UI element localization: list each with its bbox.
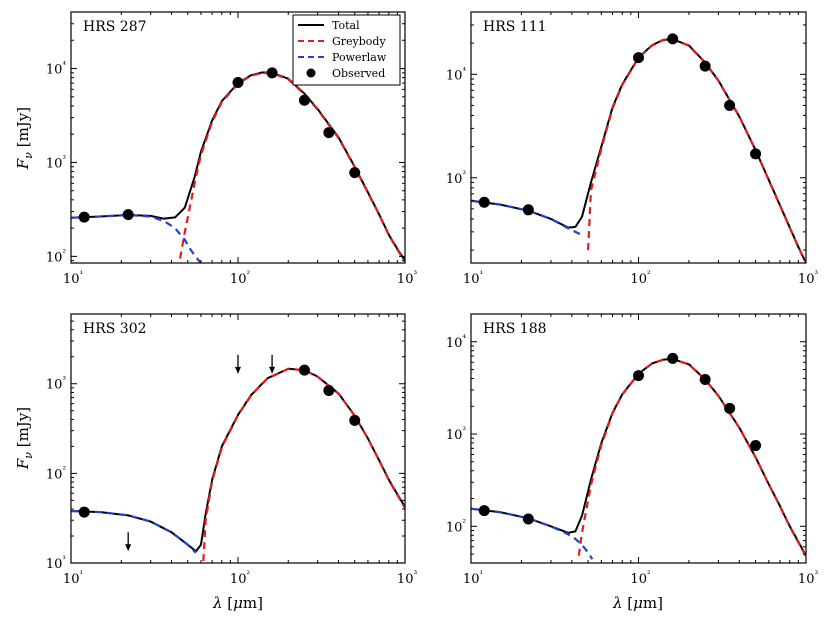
- legend-marker: [306, 68, 316, 78]
- legend-label: Observed: [332, 67, 385, 80]
- upper-limit-arrow: [269, 366, 276, 374]
- panel-frame: [70, 313, 406, 564]
- x-tick-label: 10²: [230, 270, 251, 287]
- x-tick-label: 10¹: [63, 270, 83, 287]
- x-tick-label: 10¹: [463, 270, 483, 287]
- powerlaw-curve: [471, 507, 594, 560]
- legend-label: Powerlaw: [332, 51, 387, 64]
- observed-point: [122, 209, 134, 221]
- y-tick-label: 10²: [446, 518, 467, 535]
- observed-point: [750, 148, 762, 160]
- greybody-curve: [577, 358, 806, 558]
- x-tick-label: 10²: [630, 270, 651, 287]
- observed-point: [478, 196, 490, 208]
- observed-point: [724, 99, 736, 111]
- powerlaw-curve: [71, 213, 202, 263]
- panel-2: 10¹ 10² 10³ 10³ 10⁴ HRS 111: [446, 11, 819, 287]
- x-tick-label: 10¹: [463, 570, 483, 587]
- y-axis-label: Fν [mJy]: [14, 107, 35, 170]
- panel-3: 10¹ 10² 10³ 10¹ 10² 10³ HRS 302: [46, 313, 418, 587]
- observed-point: [667, 352, 679, 364]
- legend: Total Greybody Powerlaw Observed: [292, 14, 401, 86]
- x-tick-label: 10²: [230, 570, 251, 587]
- greybody-curve: [202, 367, 405, 562]
- observed-point: [349, 167, 361, 179]
- panel-title: HRS 302: [83, 321, 147, 337]
- y-tick-label: 10³: [46, 154, 67, 171]
- powerlaw-curve: [471, 199, 583, 236]
- greybody-curve: [179, 71, 405, 263]
- panel-title: HRS 287: [83, 19, 147, 35]
- x-axis-label: λ [μm]: [212, 594, 263, 612]
- observed-point: [266, 67, 278, 79]
- observed-point: [522, 513, 534, 525]
- x-tick-label: 10³: [798, 270, 819, 287]
- total-curve: [71, 71, 405, 262]
- panel-title: HRS 111: [483, 19, 547, 35]
- y-axis-label: Fν [mJy]: [14, 407, 35, 470]
- panel-title: HRS 188: [483, 321, 547, 337]
- panel-frame: [470, 313, 807, 564]
- panel-4: 10¹ 10² 10³ 10² 10³ 10⁴ HRS 188: [446, 313, 819, 587]
- observed-point: [633, 52, 644, 64]
- powerlaw-curve: [71, 509, 197, 554]
- observed-point: [699, 60, 711, 72]
- legend-label: Greybody: [332, 35, 386, 48]
- legend-label: Total: [332, 19, 360, 32]
- y-tick-label: 10³: [446, 170, 467, 187]
- observed-point: [298, 364, 310, 376]
- y-tick-label: 10⁴: [446, 334, 467, 351]
- observed-point: [724, 402, 736, 414]
- y-tick-label: 10²: [46, 248, 67, 265]
- observed-point: [633, 370, 644, 382]
- observed-point: [349, 414, 361, 426]
- panel-1: 10¹ 10² 10³ 10² 10³ 10⁴ HRS 287: [46, 11, 418, 287]
- observed-point: [750, 440, 762, 452]
- total-curve: [71, 367, 405, 553]
- x-tick-label: 10¹: [63, 570, 83, 587]
- observed-point: [323, 127, 335, 139]
- observed-point: [699, 373, 711, 385]
- x-tick-label: 10²: [630, 570, 651, 587]
- y-tick-label: 10¹: [46, 555, 66, 572]
- observed-point: [232, 77, 244, 89]
- observed-point: [298, 94, 310, 106]
- y-tick-label: 10³: [446, 426, 467, 443]
- x-tick-label: 10³: [397, 570, 418, 587]
- upper-limit-arrow: [125, 544, 132, 552]
- x-axis-label: λ [μm]: [612, 594, 663, 612]
- upper-limit-arrow: [235, 366, 241, 374]
- observed-point: [78, 506, 90, 518]
- y-tick-label: 10⁴: [46, 61, 67, 78]
- observed-point: [323, 385, 335, 397]
- x-tick-label: 10³: [798, 570, 819, 587]
- observed-point: [78, 211, 90, 223]
- observed-point: [478, 505, 490, 517]
- greybody-curve: [586, 38, 806, 263]
- y-tick-label: 10⁴: [446, 66, 467, 83]
- observed-point: [522, 204, 534, 216]
- y-tick-label: 10²: [46, 465, 67, 482]
- observed-point: [667, 33, 679, 45]
- x-tick-label: 10³: [397, 270, 418, 287]
- panel-frame: [470, 11, 807, 264]
- y-tick-label: 10³: [46, 376, 67, 393]
